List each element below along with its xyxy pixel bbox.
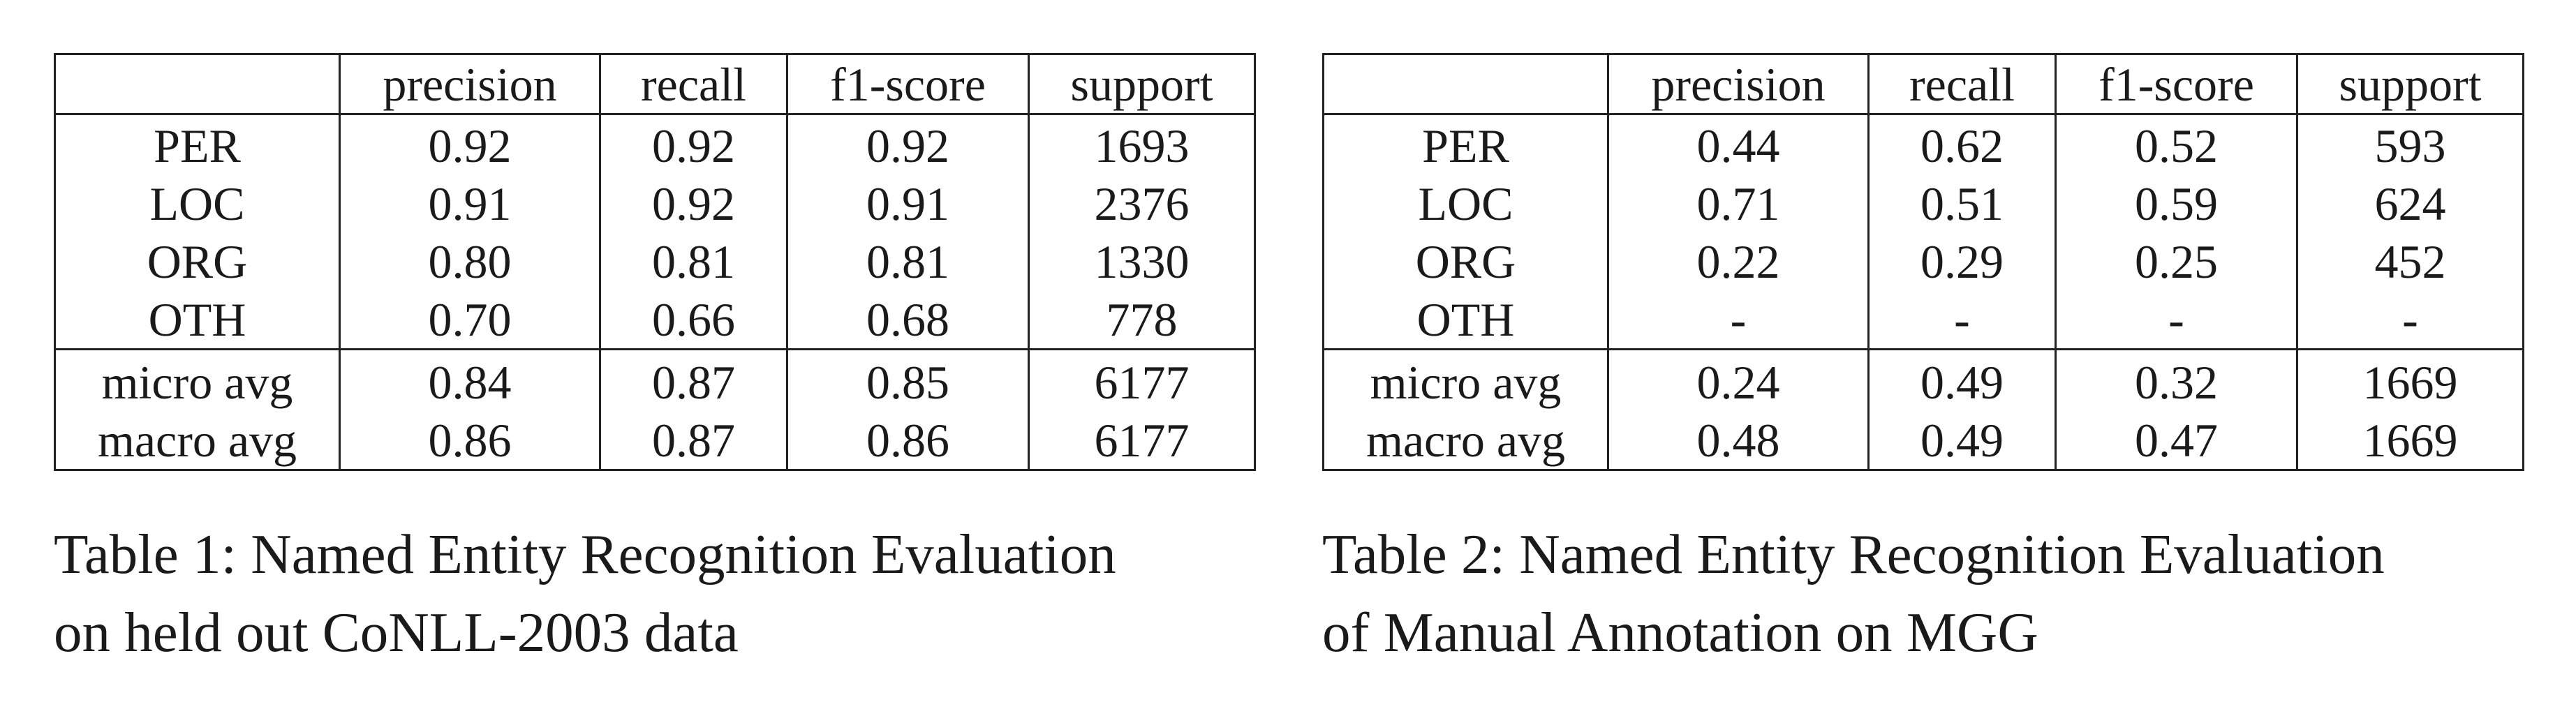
row-label: micro avg xyxy=(54,349,341,411)
header-cell-recall: recall xyxy=(599,53,788,115)
f1-cell: 0.47 xyxy=(2055,411,2298,471)
table-row: OTH - - - - xyxy=(1322,290,2524,350)
caption-line: Table 1: Named Entity Recognition Evalua… xyxy=(54,523,1116,585)
table-row: PER 0.44 0.62 0.52 593 xyxy=(1322,114,2524,174)
f1-cell: 0.85 xyxy=(786,349,1030,411)
precision-cell: 0.86 xyxy=(339,411,601,471)
caption-line: of Manual Annotation on MGG xyxy=(1322,601,2038,664)
recall-cell: 0.87 xyxy=(599,411,788,471)
caption-line: Table 2: Named Entity Recognition Evalua… xyxy=(1322,523,2385,585)
f1-cell: 0.86 xyxy=(786,411,1030,471)
support-cell: 1669 xyxy=(2296,349,2524,411)
table-row: macro avg 0.48 0.49 0.47 1669 xyxy=(1322,411,2524,471)
support-cell: 452 xyxy=(2296,232,2524,290)
precision-cell: - xyxy=(1607,290,1870,350)
header-cell-f1-score: f1-score xyxy=(2055,53,2298,115)
support-cell: 593 xyxy=(2296,114,2524,174)
support-cell: 778 xyxy=(1028,290,1256,350)
precision-cell: 0.24 xyxy=(1607,349,1870,411)
support-cell: 1330 xyxy=(1028,232,1256,290)
precision-cell: 0.22 xyxy=(1607,232,1870,290)
f1-cell: 0.59 xyxy=(2055,174,2298,232)
support-cell: 6177 xyxy=(1028,349,1256,411)
precision-cell: 0.70 xyxy=(339,290,601,350)
support-cell: - xyxy=(2296,290,2524,350)
f1-cell: 0.25 xyxy=(2055,232,2298,290)
table-2-caption: Table 2: Named Entity Recognition Evalua… xyxy=(1322,515,2385,671)
table-2: precision recall f1-score support PER 0.… xyxy=(1322,53,2524,471)
support-cell: 624 xyxy=(2296,174,2524,232)
precision-cell: 0.44 xyxy=(1607,114,1870,174)
table-row: OTH 0.70 0.66 0.68 778 xyxy=(54,290,1256,350)
recall-cell: 0.92 xyxy=(599,114,788,174)
table-1: precision recall f1-score support PER 0.… xyxy=(54,53,1256,471)
table-row: LOC 0.91 0.92 0.91 2376 xyxy=(54,174,1256,232)
table-row: micro avg 0.24 0.49 0.32 1669 xyxy=(1322,349,2524,411)
results-table-mgg: precision recall f1-score support PER 0.… xyxy=(1322,53,2524,471)
header-cell-support: support xyxy=(2296,53,2524,115)
f1-cell: 0.52 xyxy=(2055,114,2298,174)
precision-cell: 0.48 xyxy=(1607,411,1870,471)
row-label: macro avg xyxy=(1322,411,1609,471)
f1-cell: - xyxy=(2055,290,2298,350)
header-row: precision recall f1-score support xyxy=(54,53,1256,115)
header-cell-empty xyxy=(1322,53,1609,115)
recall-cell: 0.49 xyxy=(1867,411,2057,471)
caption-line: on held out CoNLL-2003 data xyxy=(54,601,739,664)
header-cell-f1-score: f1-score xyxy=(786,53,1030,115)
header-cell-precision: precision xyxy=(1607,53,1870,115)
precision-cell: 0.71 xyxy=(1607,174,1870,232)
table-row: LOC 0.71 0.51 0.59 624 xyxy=(1322,174,2524,232)
recall-cell: 0.92 xyxy=(599,174,788,232)
header-cell-recall: recall xyxy=(1867,53,2057,115)
table-row: micro avg 0.84 0.87 0.85 6177 xyxy=(54,349,1256,411)
row-label: OTH xyxy=(54,290,341,350)
recall-cell: 0.62 xyxy=(1867,114,2057,174)
row-label: OTH xyxy=(1322,290,1609,350)
precision-cell: 0.80 xyxy=(339,232,601,290)
support-cell: 6177 xyxy=(1028,411,1256,471)
recall-cell: - xyxy=(1867,290,2057,350)
row-label: PER xyxy=(1322,114,1609,174)
row-label: ORG xyxy=(54,232,341,290)
table-row: ORG 0.22 0.29 0.25 452 xyxy=(1322,232,2524,290)
row-label: PER xyxy=(54,114,341,174)
precision-cell: 0.91 xyxy=(339,174,601,232)
table-row: macro avg 0.86 0.87 0.86 6177 xyxy=(54,411,1256,471)
support-cell: 1693 xyxy=(1028,114,1256,174)
f1-cell: 0.32 xyxy=(2055,349,2298,411)
header-row: precision recall f1-score support xyxy=(1322,53,2524,115)
row-label: LOC xyxy=(54,174,341,232)
support-cell: 1669 xyxy=(2296,411,2524,471)
row-label: ORG xyxy=(1322,232,1609,290)
recall-cell: 0.51 xyxy=(1867,174,2057,232)
results-table-conll: precision recall f1-score support PER 0.… xyxy=(54,53,1256,471)
f1-cell: 0.91 xyxy=(786,174,1030,232)
row-label: LOC xyxy=(1322,174,1609,232)
header-cell-precision: precision xyxy=(339,53,601,115)
header-cell-support: support xyxy=(1028,53,1256,115)
f1-cell: 0.92 xyxy=(786,114,1030,174)
row-label: micro avg xyxy=(1322,349,1609,411)
f1-cell: 0.68 xyxy=(786,290,1030,350)
recall-cell: 0.81 xyxy=(599,232,788,290)
table-row: ORG 0.80 0.81 0.81 1330 xyxy=(54,232,1256,290)
table-1-caption: Table 1: Named Entity Recognition Evalua… xyxy=(54,515,1116,671)
recall-cell: 0.66 xyxy=(599,290,788,350)
recall-cell: 0.87 xyxy=(599,349,788,411)
recall-cell: 0.29 xyxy=(1867,232,2057,290)
f1-cell: 0.81 xyxy=(786,232,1030,290)
support-cell: 2376 xyxy=(1028,174,1256,232)
row-label: macro avg xyxy=(54,411,341,471)
precision-cell: 0.92 xyxy=(339,114,601,174)
precision-cell: 0.84 xyxy=(339,349,601,411)
table-row: PER 0.92 0.92 0.92 1693 xyxy=(54,114,1256,174)
recall-cell: 0.49 xyxy=(1867,349,2057,411)
header-cell-empty xyxy=(54,53,341,115)
